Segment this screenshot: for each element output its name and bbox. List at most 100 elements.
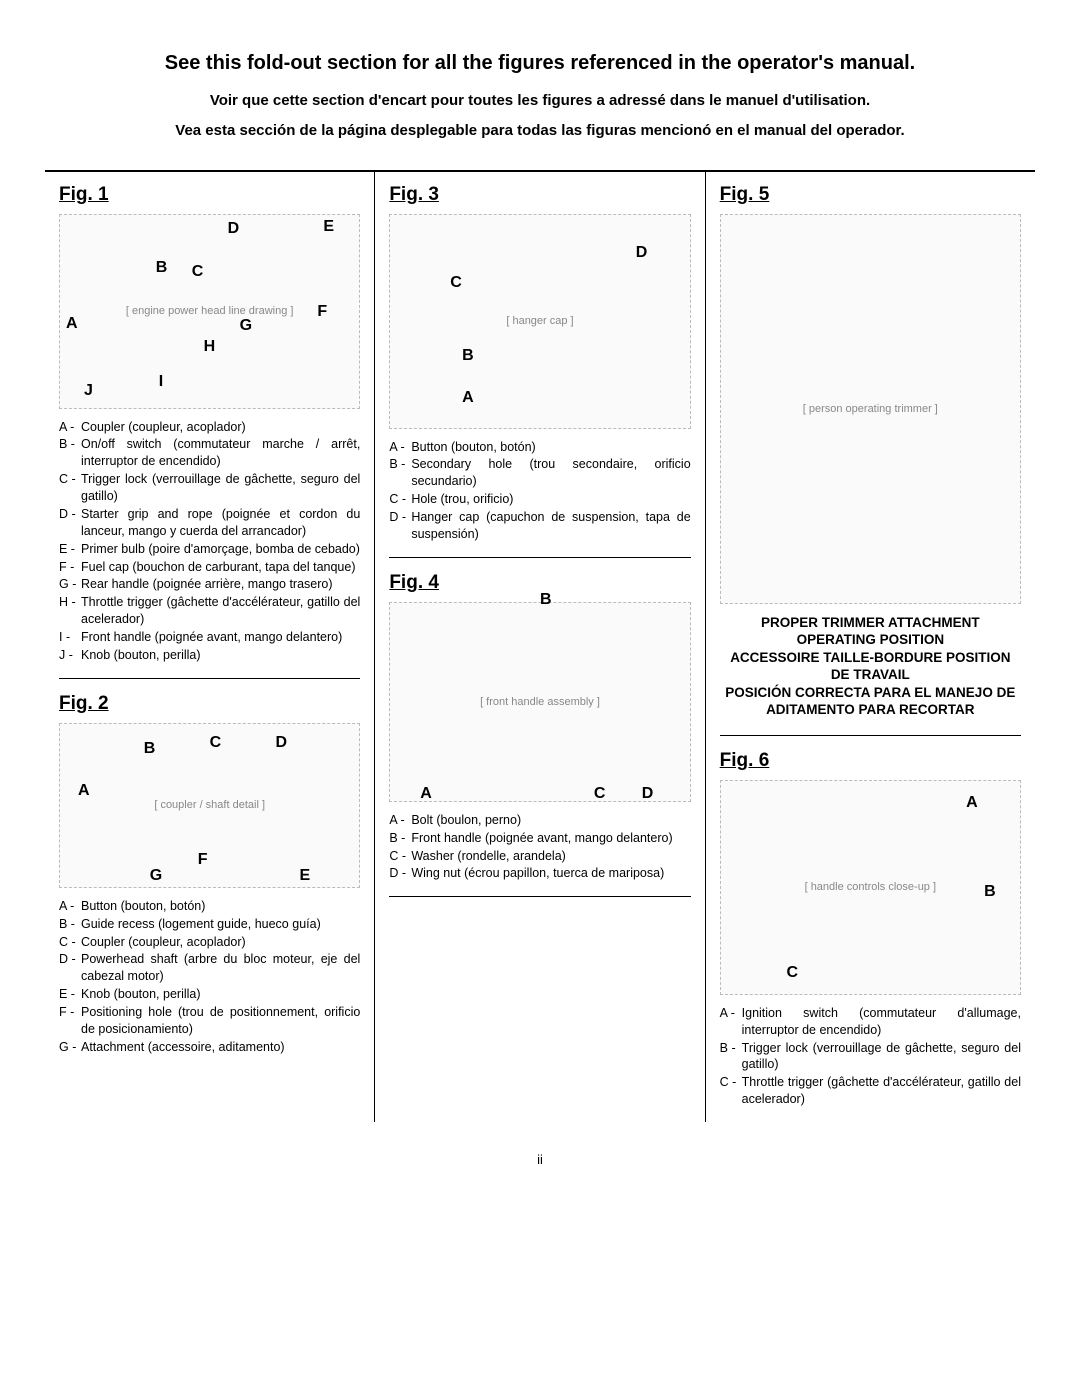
legend-key: I - <box>59 629 81 646</box>
callout-label: B <box>144 740 156 758</box>
legend-row: G -Attachment (accessoire, aditamento) <box>59 1039 360 1056</box>
callout-label: A <box>66 315 78 333</box>
legend-value: Throttle trigger (gâchette d'accélérateu… <box>742 1074 1021 1108</box>
callout-label: B <box>156 259 168 277</box>
callout-label: F <box>317 303 327 321</box>
legend-value: Starter grip and rope (poignée et cordon… <box>81 506 360 540</box>
columns: Fig. 1 [ engine power head line drawing … <box>45 170 1035 1123</box>
legend-row: F -Positioning hole (trou de positionnem… <box>59 1004 360 1038</box>
separator <box>389 557 690 558</box>
legend-row: D -Starter grip and rope (poignée et cor… <box>59 506 360 540</box>
legend-key: D - <box>59 506 81 540</box>
legend-key: B - <box>720 1040 742 1074</box>
legend-row: H -Throttle trigger (gâchette d'accéléra… <box>59 594 360 628</box>
legend-row: B -Secondary hole (trou secondaire, orif… <box>389 456 690 490</box>
legend-key: B - <box>59 436 81 470</box>
legend-key: A - <box>389 439 411 456</box>
column-1: Fig. 1 [ engine power head line drawing … <box>45 172 374 1123</box>
fig2-title: Fig. 2 <box>59 693 360 715</box>
legend-value: On/off switch (commutateur marche / arrê… <box>81 436 360 470</box>
fig1-legend: A -Coupler (coupleur, acoplador)B -On/of… <box>59 419 360 664</box>
legend-key: A - <box>389 812 411 829</box>
fig5-alt: [ person operating trimmer ] <box>803 403 938 415</box>
fig6-alt: [ handle controls close-up ] <box>805 881 936 893</box>
legend-row: D -Powerhead shaft (arbre du bloc moteur… <box>59 951 360 985</box>
legend-value: Button (bouton, botón) <box>81 898 360 915</box>
legend-row: A -Button (bouton, botón) <box>59 898 360 915</box>
fig5-title: Fig. 5 <box>720 184 1021 206</box>
callout-label: E <box>299 867 310 885</box>
legend-key: A - <box>720 1005 742 1039</box>
legend-row: A -Coupler (coupleur, acoplador) <box>59 419 360 436</box>
legend-key: A - <box>59 419 81 436</box>
callout-label: D <box>642 785 654 803</box>
fig5-caption: PROPER TRIMMER ATTACHMENT OPERATING POSI… <box>720 614 1021 719</box>
legend-value: Front handle (poignée avant, mango delan… <box>81 629 360 646</box>
legend-key: D - <box>59 951 81 985</box>
callout-label: D <box>636 244 648 262</box>
legend-row: D -Hanger cap (capuchon de suspension, t… <box>389 509 690 543</box>
fig1-alt: [ engine power head line drawing ] <box>126 305 294 317</box>
callout-label: C <box>594 785 606 803</box>
title-fr: Voir que cette section d'encart pour tou… <box>45 91 1035 111</box>
legend-row: C -Throttle trigger (gâchette d'accéléra… <box>720 1074 1021 1108</box>
title-es: Vea esta sección de la página desplegabl… <box>45 121 1035 141</box>
callout-label: J <box>84 382 93 400</box>
legend-value: Front handle (poignée avant, mango delan… <box>411 830 690 847</box>
legend-value: Powerhead shaft (arbre du bloc moteur, e… <box>81 951 360 985</box>
legend-key: B - <box>389 830 411 847</box>
fig6-legend: A -Ignition switch (commutateur d'alluma… <box>720 1005 1021 1108</box>
callout-label: F <box>198 851 208 869</box>
legend-row: B -Front handle (poignée avant, mango de… <box>389 830 690 847</box>
legend-key: G - <box>59 1039 81 1056</box>
callout-label: C <box>192 263 204 281</box>
legend-key: C - <box>389 491 411 508</box>
callout-label: A <box>462 389 474 407</box>
legend-value: Washer (rondelle, arandela) <box>411 848 690 865</box>
legend-key: F - <box>59 1004 81 1038</box>
callout-label: C <box>210 734 222 752</box>
callout-label: A <box>966 794 978 812</box>
fig2-legend: A -Button (bouton, botón)B -Guide recess… <box>59 898 360 1056</box>
separator <box>720 735 1021 736</box>
legend-row: G -Rear handle (poignée arrière, mango t… <box>59 576 360 593</box>
legend-key: C - <box>59 471 81 505</box>
legend-value: Coupler (coupleur, acoplador) <box>81 934 360 951</box>
fig4-alt: [ front handle assembly ] <box>480 696 600 708</box>
callout-label: B <box>540 591 552 609</box>
legend-row: E -Knob (bouton, perilla) <box>59 986 360 1003</box>
legend-value: Hanger cap (capuchon de suspension, tapa… <box>411 509 690 543</box>
fig3-legend: A -Button (bouton, botón)B -Secondary ho… <box>389 439 690 543</box>
callout-label: I <box>159 373 163 391</box>
title-en: See this fold-out section for all the fi… <box>45 50 1035 77</box>
legend-row: A -Ignition switch (commutateur d'alluma… <box>720 1005 1021 1039</box>
fig2-image: [ coupler / shaft detail ] BCDAGFE <box>59 723 360 888</box>
legend-row: B -Trigger lock (verrouillage de gâchett… <box>720 1040 1021 1074</box>
legend-key: E - <box>59 986 81 1003</box>
page-number: ii <box>45 1152 1035 1167</box>
separator <box>59 678 360 679</box>
fig4-image: [ front handle assembly ] BACD <box>389 602 690 802</box>
fig3-title: Fig. 3 <box>389 184 690 206</box>
legend-value: Throttle trigger (gâchette d'accélérateu… <box>81 594 360 628</box>
callout-label: C <box>450 274 462 292</box>
callout-label: A <box>420 785 432 803</box>
column-2: Fig. 3 [ hanger cap ] DCBA A -Button (bo… <box>374 172 704 1123</box>
callout-label: D <box>228 220 240 238</box>
legend-value: Hole (trou, orificio) <box>411 491 690 508</box>
legend-key: C - <box>59 934 81 951</box>
legend-row: A -Button (bouton, botón) <box>389 439 690 456</box>
legend-value: Wing nut (écrou papillon, tuerca de mari… <box>411 865 690 882</box>
callout-label: H <box>204 338 216 356</box>
fig6-title: Fig. 6 <box>720 750 1021 772</box>
legend-row: C -Trigger lock (verrouillage de gâchett… <box>59 471 360 505</box>
fig5-caption-fr: ACCESSOIRE TAILLE-BORDURE POSITION DE TR… <box>720 649 1021 684</box>
column-3: Fig. 5 [ person operating trimmer ] PROP… <box>705 172 1035 1123</box>
legend-key: D - <box>389 509 411 543</box>
legend-key: A - <box>59 898 81 915</box>
legend-row: F -Fuel cap (bouchon de carburant, tapa … <box>59 559 360 576</box>
legend-value: Coupler (coupleur, acoplador) <box>81 419 360 436</box>
legend-value: Positioning hole (trou de positionnement… <box>81 1004 360 1038</box>
fig6-image: [ handle controls close-up ] ABC <box>720 780 1021 995</box>
legend-value: Guide recess (logement guide, hueco guía… <box>81 916 360 933</box>
